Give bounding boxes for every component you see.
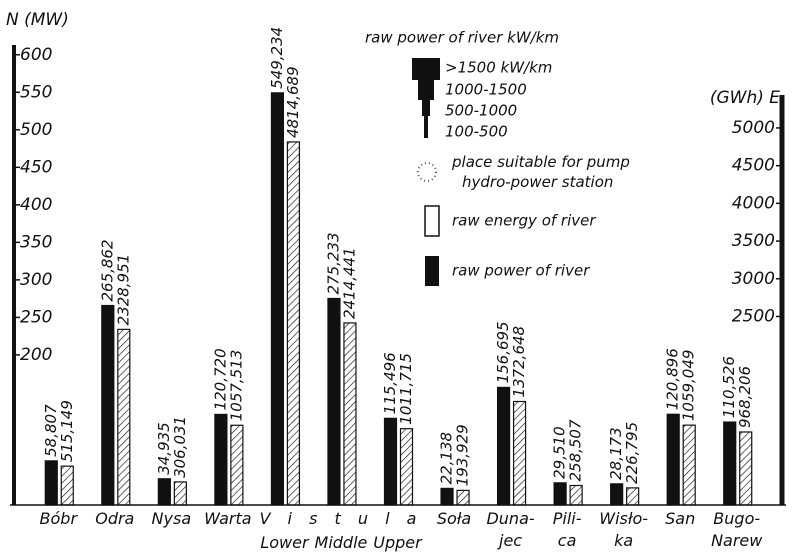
y-tick-label: 300 bbox=[20, 270, 52, 290]
y-tick-label: 550 bbox=[20, 82, 52, 102]
bar bbox=[344, 323, 356, 505]
value-label: 226,795 bbox=[623, 422, 641, 484]
bar bbox=[740, 432, 752, 505]
value-label: 515,149 bbox=[58, 400, 76, 462]
bar bbox=[287, 142, 299, 505]
legend-scale-symbol bbox=[412, 58, 440, 138]
value-label: 193,929 bbox=[454, 424, 472, 486]
y-tick-label: 250 bbox=[20, 307, 52, 327]
bar bbox=[401, 429, 413, 505]
x-tick-label: Bugo- Narew bbox=[702, 508, 772, 552]
y-tick-label: 350 bbox=[20, 232, 52, 252]
value-label: 1011,715 bbox=[397, 353, 415, 425]
bar bbox=[441, 488, 453, 505]
legend-scale-label: >1500 kW/km bbox=[445, 59, 552, 77]
legend-label: raw energy of river bbox=[452, 212, 596, 230]
bar bbox=[328, 298, 340, 505]
legend-label: raw power of river bbox=[452, 262, 590, 280]
value-label: 4814,689 bbox=[284, 66, 302, 138]
x-tick-label: Upper bbox=[363, 532, 433, 554]
value-label: 306,031 bbox=[171, 416, 189, 478]
value-label: 258,507 bbox=[567, 419, 585, 481]
bar bbox=[683, 425, 695, 505]
bar bbox=[118, 329, 130, 505]
bar bbox=[45, 461, 57, 505]
legend-pump-symbol bbox=[418, 163, 436, 181]
y-tick-label: 200 bbox=[20, 345, 52, 365]
bar bbox=[724, 422, 736, 505]
y2-axis-label: (GWh) E bbox=[710, 88, 780, 108]
bar bbox=[611, 484, 623, 505]
value-label: 1059,049 bbox=[680, 350, 698, 422]
bar bbox=[514, 401, 526, 505]
bar bbox=[457, 490, 469, 505]
legend-swatch bbox=[425, 206, 439, 236]
chart: N (MW) (GWh) E raw power of river kW/km … bbox=[0, 0, 794, 559]
bar bbox=[667, 414, 679, 505]
value-label: 2328,951 bbox=[114, 254, 132, 326]
bar bbox=[627, 488, 639, 505]
y-tick-label: 600 bbox=[20, 45, 52, 65]
bar bbox=[61, 466, 73, 505]
y-tick-label: 500 bbox=[20, 120, 52, 140]
value-label: 968,206 bbox=[736, 366, 754, 428]
bar bbox=[158, 479, 170, 505]
y-tick-label: 450 bbox=[20, 157, 52, 177]
y2-tick-label: 5000 bbox=[732, 118, 775, 138]
legend-scale-label: 1000-1500 bbox=[445, 81, 527, 99]
y2-tick-label: 4500 bbox=[732, 156, 775, 176]
bar bbox=[102, 305, 114, 505]
value-label: 1057,513 bbox=[227, 350, 245, 422]
y-tick-label: 400 bbox=[20, 195, 52, 215]
bar bbox=[215, 414, 227, 505]
bar bbox=[231, 425, 243, 505]
y2-tick-label: 4000 bbox=[732, 193, 775, 213]
bar bbox=[174, 482, 186, 505]
legend-title: raw power of river kW/km bbox=[365, 29, 559, 47]
bar bbox=[570, 486, 582, 505]
legend-scale-label: 100-500 bbox=[445, 123, 508, 141]
y2-tick-label: 3000 bbox=[732, 269, 775, 289]
chart-svg: N (MW) (GWh) E raw power of river kW/km … bbox=[0, 0, 794, 559]
group-label: V i s t u l a bbox=[251, 508, 431, 530]
y-axis-label: N (MW) bbox=[6, 10, 69, 30]
bar bbox=[385, 418, 397, 505]
value-label: 2414,441 bbox=[340, 247, 358, 319]
legend-swatch bbox=[425, 256, 439, 286]
value-label: 1372,648 bbox=[510, 326, 528, 398]
y2-tick-label: 3500 bbox=[732, 231, 775, 251]
bar bbox=[554, 483, 566, 505]
y2-tick-label: 2500 bbox=[732, 306, 775, 326]
legend-scale-label: 500-1000 bbox=[445, 102, 517, 120]
bar bbox=[271, 93, 283, 505]
bar bbox=[498, 387, 510, 505]
